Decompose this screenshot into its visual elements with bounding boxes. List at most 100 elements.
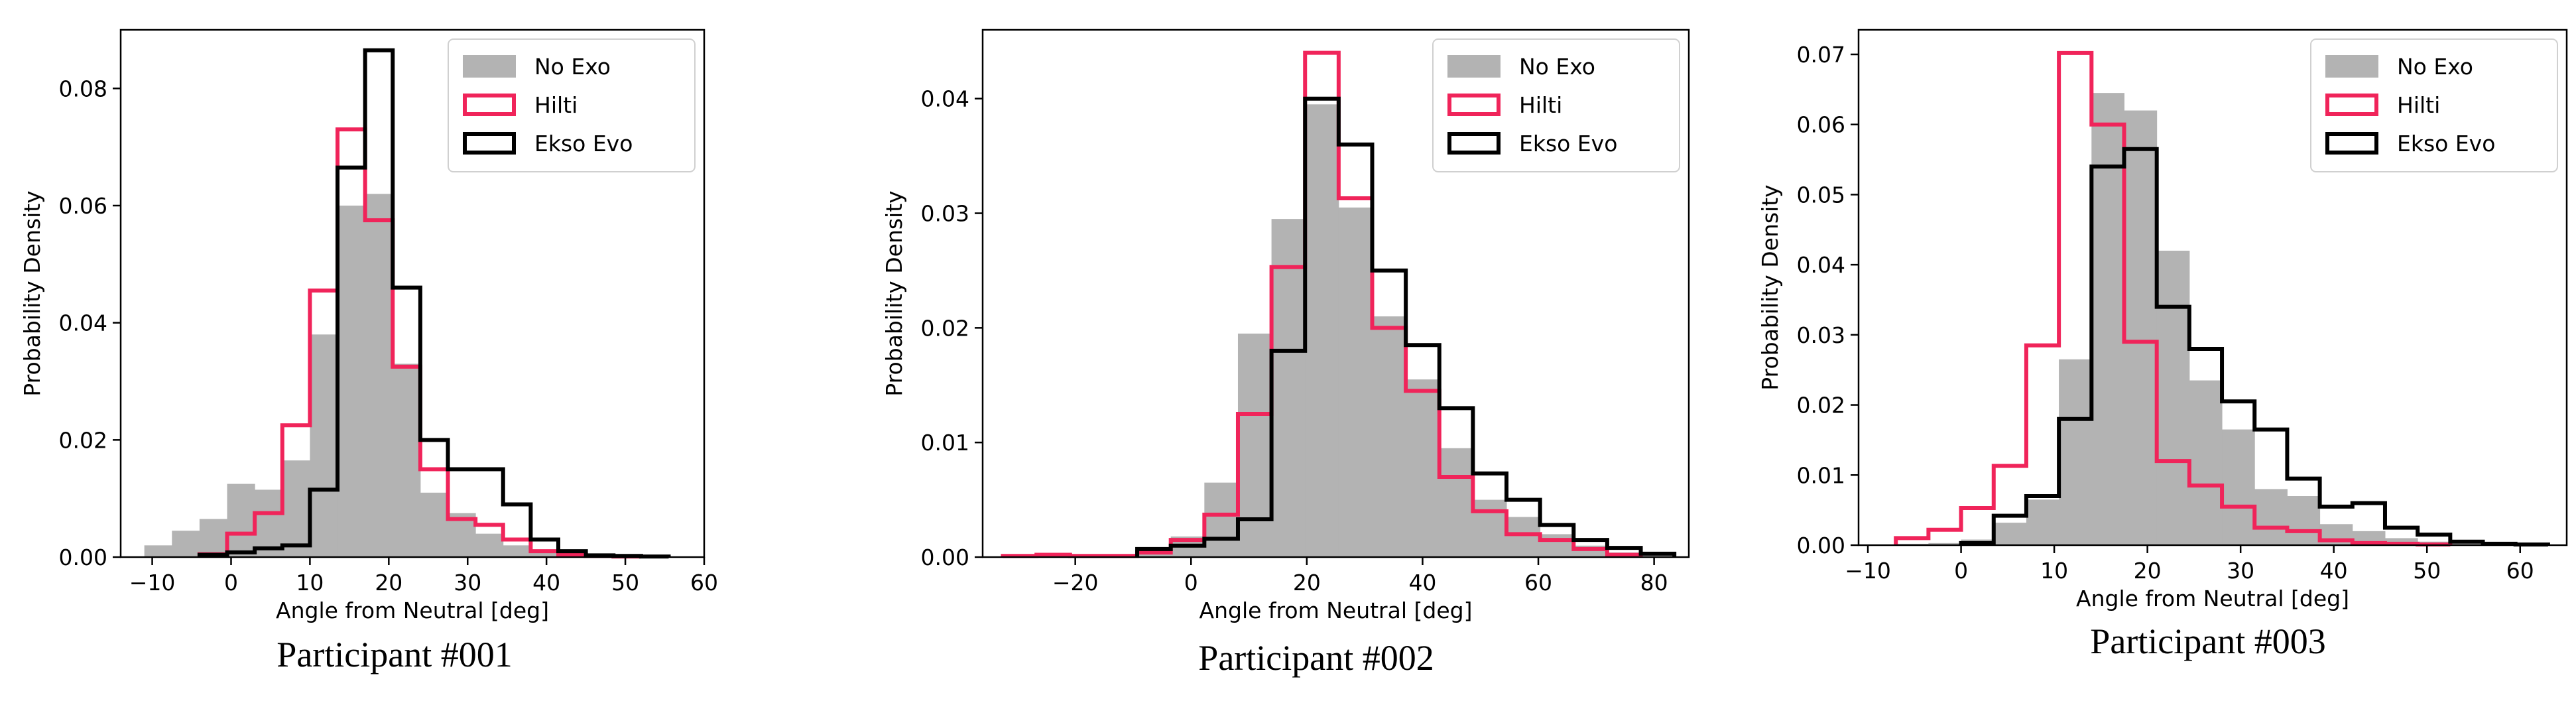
histogram-bar	[2124, 110, 2158, 546]
axes-frame	[981, 29, 1690, 558]
y-axis-label: Probability Density	[1757, 184, 1783, 390]
chart-panel-1: −10 0 10 20 30 40 50 60 0.00 0.02 0.04 0.06 0.08 Angl…	[19, 29, 718, 674]
series-ekso-evo	[1135, 96, 1677, 557]
x-tick-label: 20	[1293, 570, 1321, 596]
x-tick-label: 50	[2413, 558, 2441, 584]
y-tick-label: 0.01	[1797, 462, 1845, 488]
y-tick-label: 0.00	[59, 544, 107, 570]
legend-swatch	[1447, 55, 1501, 78]
legend-swatch	[1447, 94, 1501, 116]
histogram-bar	[393, 363, 421, 557]
histogram-bar	[365, 194, 393, 557]
x-tick-label: 40	[1408, 570, 1436, 596]
x-tick-label: 60	[1524, 570, 1552, 596]
legend-label: No Exo	[2397, 54, 2473, 80]
histogram-bar	[2156, 251, 2190, 545]
x-tick-label: 40	[532, 570, 560, 596]
y-tick-label: 0.00	[921, 544, 969, 570]
y-tick-label: 0.06	[1797, 112, 1845, 138]
series-no-exo	[1003, 104, 1675, 557]
histogram-bar	[420, 492, 449, 557]
panel-caption: Participant #002	[1198, 638, 1434, 678]
y-tick-label: 0.08	[59, 76, 107, 101]
histogram-bar	[1506, 517, 1541, 557]
series-hilti	[1001, 50, 1643, 558]
legend-label: No Exo	[534, 54, 611, 80]
axes-frame	[119, 29, 705, 558]
histogram-bar	[1540, 534, 1574, 557]
x-axis-label: Angle from Neutral [deg]	[1199, 598, 1473, 623]
y-axis-label: Probability Density	[19, 190, 45, 396]
legend-swatch	[2325, 94, 2378, 116]
histogram-bar	[1439, 448, 1473, 557]
histogram-bar	[337, 206, 366, 557]
histogram-bar	[310, 334, 338, 557]
histogram-bar	[1305, 104, 1339, 557]
legend: No Exo Hilti Ekso Evo	[448, 38, 696, 172]
histogram-bar	[475, 533, 504, 557]
histogram-bar	[1338, 207, 1373, 557]
histogram-step-line	[1135, 96, 1677, 557]
x-tick-label: 20	[2134, 558, 2162, 584]
x-tick-label: 0	[1184, 570, 1198, 596]
histogram-bar	[282, 460, 310, 557]
x-tick-label: 10	[2040, 558, 2068, 584]
histogram-bar	[1928, 543, 1962, 545]
series-ekso-evo	[1959, 147, 2550, 546]
histogram-step-line	[1001, 50, 1643, 558]
legend-label: Ekso Evo	[1519, 131, 1617, 157]
x-axis-label: Angle from Neutral [deg]	[2076, 586, 2349, 611]
y-tick-label: 0.03	[921, 201, 969, 227]
histogram-bar	[530, 551, 559, 557]
histogram-bar	[1271, 219, 1306, 557]
panel-caption: Participant #001	[276, 635, 512, 674]
legend: No Exo Hilti Ekso Evo	[1432, 38, 1680, 172]
series-no-exo	[1896, 93, 2516, 546]
series-no-exo	[144, 194, 669, 557]
histogram-bar	[2189, 380, 2223, 545]
y-tick-label: 0.03	[1797, 322, 1845, 348]
x-tick-label: 30	[2227, 558, 2254, 584]
histogram-bar	[2384, 538, 2418, 545]
histogram-step-line	[1959, 147, 2550, 546]
histogram-bar	[2254, 489, 2288, 545]
histogram-bar	[2222, 429, 2255, 545]
series-ekso-evo	[197, 48, 671, 559]
x-axis-label: Angle from Neutral [deg]	[276, 598, 549, 623]
histogram-bar	[255, 489, 283, 557]
y-tick-label: 0.06	[59, 193, 107, 219]
histogram-bar	[227, 483, 255, 557]
legend-label: Hilti	[1519, 92, 1562, 118]
panel-caption: Participant #003	[2090, 621, 2325, 661]
legend-swatch	[463, 132, 516, 155]
histogram-bar	[199, 519, 228, 557]
x-tick-label: 30	[454, 570, 481, 596]
histogram-bar	[2091, 93, 2124, 546]
y-tick-label: 0.02	[1797, 393, 1845, 418]
legend-label: Hilti	[534, 92, 578, 118]
legend-swatch	[1447, 132, 1501, 155]
x-tick-label: 60	[2506, 558, 2534, 584]
histogram-bar	[503, 545, 531, 557]
x-tick-label: −10	[129, 570, 176, 596]
axes-frame	[1857, 29, 2568, 546]
histogram-bar	[172, 531, 200, 557]
legend-swatch	[2325, 55, 2378, 78]
legend-swatch	[463, 94, 516, 116]
x-tick-label: 80	[1640, 570, 1668, 596]
histogram-step-line	[1894, 50, 2453, 546]
legend-label: Ekso Evo	[2397, 131, 2495, 157]
y-tick-label: 0.00	[1797, 533, 1845, 558]
y-tick-label: 0.04	[921, 86, 969, 112]
legend: No Exo Hilti Ekso Evo	[2310, 38, 2558, 172]
y-axis-label: Probability Density	[881, 190, 907, 396]
histogram-bar	[144, 545, 172, 557]
y-tick-label: 0.02	[59, 427, 107, 453]
histogram-bar	[2287, 496, 2321, 545]
y-tick-label: 0.02	[921, 315, 969, 341]
y-tick-label: 0.04	[59, 310, 107, 336]
legend-label: Ekso Evo	[534, 131, 633, 157]
histogram-bar	[2026, 499, 2059, 545]
legend-swatch	[2325, 132, 2378, 155]
